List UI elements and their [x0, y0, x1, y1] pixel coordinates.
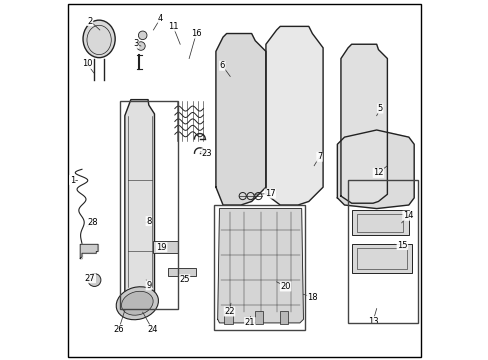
Polygon shape: [124, 100, 154, 301]
Circle shape: [88, 274, 101, 287]
Text: 20: 20: [280, 282, 290, 291]
Text: 2: 2: [87, 17, 93, 26]
Polygon shape: [265, 26, 323, 205]
Text: 1: 1: [70, 176, 75, 185]
Circle shape: [136, 42, 145, 50]
Text: 15: 15: [396, 240, 407, 249]
Text: 22: 22: [224, 307, 234, 316]
Bar: [356, 214, 403, 232]
Bar: [351, 210, 408, 235]
Text: 13: 13: [367, 316, 378, 325]
Text: 19: 19: [156, 243, 166, 252]
Bar: [279, 311, 287, 324]
Text: 16: 16: [191, 29, 201, 38]
Polygon shape: [216, 33, 265, 205]
Text: 4: 4: [158, 14, 163, 23]
Text: 23: 23: [201, 149, 212, 158]
Polygon shape: [217, 208, 303, 323]
Text: 9: 9: [146, 281, 151, 290]
Bar: [224, 311, 232, 324]
Text: 17: 17: [264, 189, 275, 198]
Circle shape: [138, 31, 147, 40]
Text: 11: 11: [167, 22, 178, 31]
Bar: [347, 180, 417, 323]
Text: 24: 24: [147, 325, 157, 334]
Text: 25: 25: [179, 275, 189, 284]
Text: 6: 6: [219, 61, 224, 70]
Polygon shape: [340, 44, 386, 203]
Ellipse shape: [122, 291, 153, 315]
Bar: [153, 241, 178, 253]
Text: 8: 8: [146, 217, 151, 226]
Bar: [351, 244, 411, 273]
Text: 7: 7: [316, 152, 322, 161]
Text: 26: 26: [113, 325, 124, 334]
Polygon shape: [80, 244, 98, 258]
Text: 12: 12: [372, 168, 383, 177]
Bar: [254, 311, 263, 324]
Text: 18: 18: [306, 293, 317, 302]
Text: 21: 21: [244, 318, 255, 327]
Bar: [120, 102, 178, 309]
Bar: [214, 205, 305, 330]
Text: 10: 10: [82, 59, 92, 68]
Text: 14: 14: [402, 211, 412, 220]
Ellipse shape: [83, 20, 115, 58]
Text: 28: 28: [87, 218, 98, 227]
Bar: [356, 248, 406, 269]
Text: 3: 3: [133, 39, 138, 48]
Ellipse shape: [116, 287, 158, 320]
Text: 5: 5: [377, 104, 382, 113]
Polygon shape: [337, 130, 413, 208]
Bar: [167, 267, 196, 276]
Text: 27: 27: [85, 274, 95, 283]
